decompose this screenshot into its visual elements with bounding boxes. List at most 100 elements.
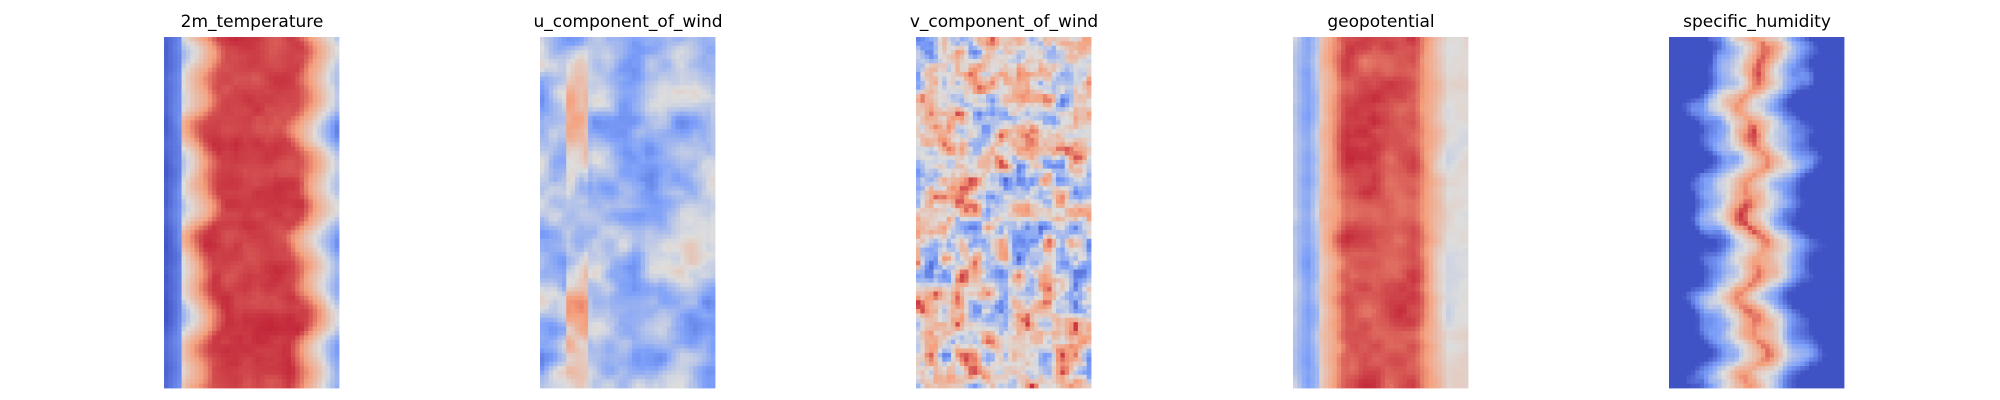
heatmap-cell (313, 248, 318, 253)
heatmap-cell (168, 85, 173, 90)
heatmap-cell (203, 344, 208, 349)
heatmap-cell (225, 155, 230, 160)
heatmap-cell (300, 283, 305, 288)
heatmap-cell (304, 226, 309, 231)
heatmap-cell (164, 349, 169, 354)
heatmap-cell (317, 370, 322, 375)
heatmap-cell (291, 318, 296, 323)
heatmap-cell (300, 375, 305, 380)
heatmap-cell (238, 151, 243, 156)
heatmap-cell (566, 90, 571, 95)
heatmap-cell (287, 274, 292, 279)
heatmap-cell (203, 243, 208, 248)
heatmap-cell (317, 313, 322, 318)
heatmap-cell (238, 234, 243, 239)
heatmap-cell (256, 270, 261, 275)
heatmap-cell (247, 234, 252, 239)
heatmap-cell (308, 256, 313, 261)
heatmap-cell (601, 204, 606, 209)
heatmap-cell (212, 366, 217, 371)
heatmap-cell (636, 76, 641, 81)
heatmap-cell (217, 46, 222, 51)
heatmap-cell (562, 90, 567, 95)
heatmap-cell (217, 195, 222, 200)
heatmap-cell (265, 98, 270, 103)
heatmap-cell (291, 221, 296, 226)
heatmap-cell (636, 98, 641, 103)
heatmap-cell (649, 68, 654, 73)
heatmap-cell (278, 379, 283, 384)
heatmap-cell (313, 357, 318, 362)
heatmap-cell (173, 68, 178, 73)
heatmap-cell (698, 68, 703, 73)
heatmap-cell (335, 68, 340, 73)
heatmap-cell (326, 85, 331, 90)
heatmap-cell (260, 72, 265, 77)
heatmap-cell (322, 296, 327, 301)
heatmap-cell (212, 370, 217, 375)
heatmap-cell (645, 98, 650, 103)
heatmap-cell (278, 213, 283, 218)
heatmap-cell (238, 327, 243, 332)
heatmap-cell (243, 98, 248, 103)
heatmap-cell (579, 46, 584, 51)
heatmap-cell (173, 331, 178, 336)
heatmap-cell (186, 155, 191, 160)
heatmap-cell (278, 366, 283, 371)
heatmap-cell (164, 305, 169, 310)
heatmap-cell (256, 120, 261, 125)
heatmap-cell (317, 270, 322, 275)
heatmap-cell (698, 90, 703, 95)
heatmap-cell (190, 195, 195, 200)
heatmap-cell (304, 90, 309, 95)
heatmap-cell (221, 296, 226, 301)
heatmap-cell (203, 265, 208, 270)
heatmap-cell (326, 318, 331, 323)
heatmap-cell (684, 226, 689, 231)
heatmap-cell (225, 327, 230, 332)
heatmap-cell (238, 265, 243, 270)
heatmap-cell (186, 375, 191, 380)
heatmap-cell (186, 243, 191, 248)
heatmap-cell (230, 252, 235, 257)
heatmap-cell (711, 151, 716, 156)
heatmap-cell (291, 173, 296, 178)
heatmap-cell (335, 112, 340, 117)
heatmap-cell (330, 217, 335, 222)
heatmap-cell (313, 72, 318, 77)
heatmap-cell (641, 50, 646, 55)
heatmap-cell (706, 217, 711, 222)
heatmap-cell (291, 261, 296, 266)
heatmap-cell (199, 177, 204, 182)
heatmap-cell (308, 362, 313, 367)
heatmap-cell (606, 107, 611, 112)
heatmap-cell (684, 134, 689, 139)
heatmap-cell (558, 72, 563, 77)
heatmap-cell (322, 81, 327, 86)
heatmap-cell (614, 68, 619, 73)
heatmap-cell (199, 186, 204, 191)
heatmap-cell (273, 169, 278, 174)
heatmap-cell (322, 327, 327, 332)
heatmap-cell (199, 68, 204, 73)
heatmap-cell (278, 164, 283, 169)
heatmap-cell (658, 147, 663, 152)
heatmap-cell (610, 221, 615, 226)
heatmap-cell (195, 182, 200, 187)
heatmap-cell (540, 41, 545, 46)
heatmap-cell (317, 349, 322, 354)
heatmap-cell (221, 221, 226, 226)
heatmap-cell (243, 340, 248, 345)
heatmap-cell (544, 177, 549, 182)
heatmap-cell (260, 147, 265, 152)
heatmap-cell (168, 331, 173, 336)
heatmap-cell (322, 112, 327, 117)
heatmap-cell (680, 129, 685, 134)
heatmap-cell (295, 50, 300, 55)
heatmap-cell (269, 90, 274, 95)
heatmap-cell (195, 256, 200, 261)
heatmap-cell (641, 221, 646, 226)
heatmap-cell (203, 59, 208, 64)
heatmap-cell (190, 239, 195, 244)
heatmap-cell (317, 366, 322, 371)
